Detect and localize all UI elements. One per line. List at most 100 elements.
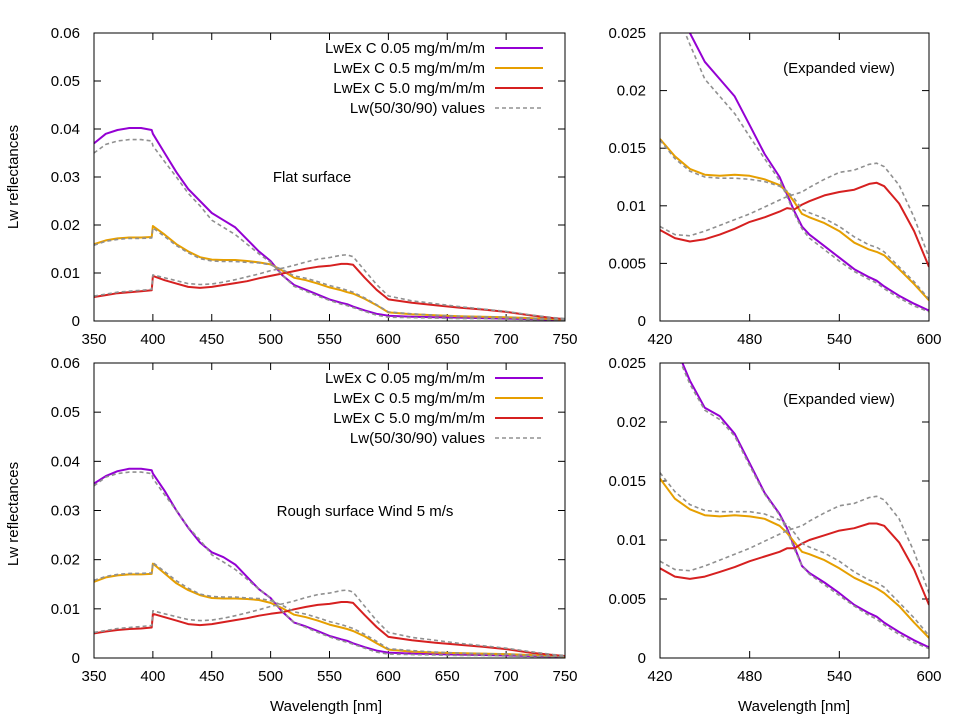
xtick-label: 550 <box>317 668 342 685</box>
ytick-label: 0.005 <box>608 255 646 272</box>
series-line-c-2 <box>94 262 565 321</box>
xlabel-bottom-right: Wavelength [nm] <box>738 698 850 715</box>
panel-rough-expanded: 0 0.005 0.01 0.015 0.02 0.025 420 480 540 600 (Exp… <box>608 355 941 685</box>
xtick-label: 600 <box>376 668 401 685</box>
xtick-label: 600 <box>916 668 941 685</box>
ytick-label: 0.025 <box>608 25 646 42</box>
xtick-label: 540 <box>827 668 852 685</box>
legend-label: Lw(50/30/90) values <box>350 430 485 447</box>
series-line-c-2 <box>94 601 565 657</box>
xtick-label: 550 <box>317 331 342 348</box>
ytick-label: 0.02 <box>617 83 646 100</box>
plot-frame <box>93 362 566 659</box>
legend: LwEx C 0.05 mg/m/m/m LwEx C 0.5 mg/m/m/m L… <box>325 40 543 117</box>
ytick-label: 0.03 <box>51 503 80 520</box>
series-line-lw-5 <box>660 162 929 258</box>
ytick-label: 0.05 <box>51 404 80 421</box>
legend-label: LwEx C 5.0 mg/m/m/m <box>333 410 485 427</box>
xtick-label: 750 <box>552 331 577 348</box>
ytick-label: 0.05 <box>51 73 80 90</box>
ytick-label: 0.01 <box>617 198 646 215</box>
ytick-label: 0.06 <box>51 25 80 42</box>
xtick-label: 400 <box>140 331 165 348</box>
series-line-c-1 <box>94 562 565 658</box>
ytick-label: 0.005 <box>608 591 646 608</box>
legend-label: Lw(50/30/90) values <box>350 100 485 117</box>
series-line-lw-5 <box>660 495 929 594</box>
panel-annotation: Flat surface <box>273 169 351 186</box>
xtick-label: 700 <box>494 331 519 348</box>
legend-label: LwEx C 0.05 mg/m/m/m <box>325 40 485 57</box>
ytick-label: 0.02 <box>51 217 80 234</box>
series-line-lw-4 <box>660 139 929 300</box>
ytick-label: 0 <box>638 650 646 667</box>
ytick-label: 0.01 <box>617 532 646 549</box>
ytick-label: 0.02 <box>51 552 80 569</box>
xtick-label: 700 <box>494 668 519 685</box>
ytick-label: 0.015 <box>608 473 646 490</box>
series-line-c-2 <box>660 181 929 268</box>
legend-label: LwEx C 0.05 mg/m/m/m <box>325 370 485 387</box>
xtick-label: 500 <box>258 668 283 685</box>
ytick-label: 0 <box>72 650 80 667</box>
ytick-label: 0.04 <box>51 121 80 138</box>
legend-label: LwEx C 0.5 mg/m/m/m <box>333 60 485 77</box>
legend-label: LwEx C 5.0 mg/m/m/m <box>333 80 485 97</box>
series-line-lw-5 <box>94 589 565 657</box>
xtick-label: 650 <box>435 668 460 685</box>
xtick-label: 450 <box>199 331 224 348</box>
panel-flat: 0 0.01 0.02 0.03 0.04 0.05 0.06 350 400 450 500 550… <box>51 25 578 348</box>
xtick-label: 650 <box>435 331 460 348</box>
legend-label: LwEx C 0.5 mg/m/m/m <box>333 390 485 407</box>
series-group <box>660 33 929 313</box>
xtick-label: 480 <box>737 668 762 685</box>
legend: LwEx C 0.05 mg/m/m/m LwEx C 0.5 mg/m/m/m L… <box>325 370 543 447</box>
series-line-lw-4 <box>94 227 565 321</box>
series-line-lw-3 <box>94 471 565 658</box>
plot-frame <box>659 362 930 659</box>
series-line-c-2 <box>660 522 929 606</box>
xtick-label: 480 <box>737 331 762 348</box>
xtick-label: 500 <box>258 331 283 348</box>
xtick-label: 420 <box>647 668 672 685</box>
series-group <box>94 127 565 321</box>
xtick-label: 420 <box>647 331 672 348</box>
ytick-label: 0 <box>638 313 646 330</box>
panel-annotation: Rough surface Wind 5 m/s <box>277 503 454 520</box>
series-group <box>660 363 929 650</box>
xtick-label: 400 <box>140 668 165 685</box>
panel-annotation: (Expanded view) <box>783 391 895 408</box>
series-line-c-0 <box>688 33 929 312</box>
series-line-lw-4 <box>94 561 565 658</box>
panel-flat-expanded: 0 0.005 0.01 0.015 0.02 0.025 420 480 540 600 (Exp… <box>608 25 941 348</box>
xtick-label: 600 <box>916 331 941 348</box>
ytick-label: 0 <box>72 313 80 330</box>
series-line-c-1 <box>94 225 565 321</box>
series-line-c-0 <box>94 467 565 658</box>
xtick-label: 600 <box>376 331 401 348</box>
series-line-lw-3 <box>684 33 929 313</box>
ytick-label: 0.02 <box>617 414 646 431</box>
ytick-label: 0.06 <box>51 355 80 372</box>
series-line-lw-4 <box>660 472 929 637</box>
xtick-label: 350 <box>81 331 106 348</box>
series-line-c-1 <box>660 478 929 639</box>
xtick-label: 450 <box>199 668 224 685</box>
ylabel-bottom: Lw reflectances <box>5 462 22 566</box>
series-line-lw-3 <box>680 363 929 650</box>
ytick-label: 0.01 <box>51 265 80 282</box>
ytick-label: 0.025 <box>608 355 646 372</box>
xlabel-bottom-left: Wavelength [nm] <box>270 698 382 715</box>
plot-frame <box>659 32 930 322</box>
series-group <box>94 467 565 658</box>
series-line-c-0 <box>94 127 565 321</box>
series-line-lw-3 <box>94 138 565 321</box>
xtick-label: 750 <box>552 668 577 685</box>
panel-annotation: (Expanded view) <box>783 60 895 77</box>
series-line-c-1 <box>660 138 929 301</box>
xtick-label: 350 <box>81 668 106 685</box>
panel-rough: 0 0.01 0.02 0.03 0.04 0.05 0.06 350 400 450 500 550… <box>51 355 578 685</box>
plot-frame <box>93 32 566 322</box>
ytick-label: 0.01 <box>51 601 80 618</box>
